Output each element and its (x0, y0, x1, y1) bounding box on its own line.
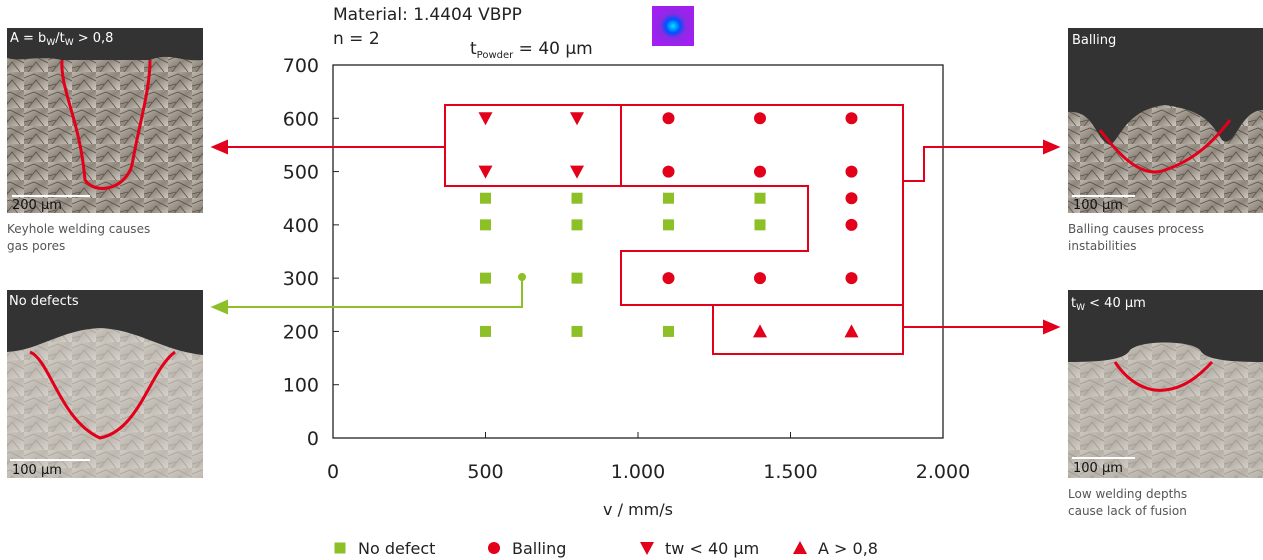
point (846, 166, 858, 178)
scale-label: 200 µm (12, 198, 62, 213)
y-tick-label: 100 (283, 375, 319, 397)
caption: Low welding depths (1068, 487, 1187, 501)
green-arrow (213, 274, 525, 313)
point (755, 193, 766, 204)
region (445, 105, 621, 186)
y-tick-label: 0 (307, 428, 319, 450)
y-tick-label: 700 (283, 55, 319, 77)
point (570, 112, 584, 125)
image-label: > 0,8 (74, 31, 114, 46)
x-tick-label: 2.000 (916, 461, 970, 483)
point (663, 193, 674, 204)
legend-label: A > 0,8 (818, 539, 878, 558)
image-label: A = bW/tW > 0,8 (10, 31, 113, 48)
point (663, 112, 675, 124)
micrograph: Balling 100 µm Balling causes process in… (1068, 28, 1263, 253)
image-label: /t (55, 31, 64, 46)
image-label: W (1076, 303, 1085, 313)
x-tick-label: 1.500 (763, 461, 817, 483)
legend-label: tw < 40 µm (665, 539, 759, 558)
caption: cause lack of fusion (1068, 504, 1187, 518)
arrow-head (213, 301, 227, 313)
arrow-head (1044, 141, 1058, 153)
y-tick-label: 500 (283, 162, 319, 184)
annotation: n = 2 (333, 29, 380, 49)
point (754, 112, 766, 124)
annotation: tPowder = 40 µm (470, 39, 593, 61)
point (754, 272, 766, 284)
caption: instabilities (1068, 239, 1137, 253)
image-label: A = b (10, 31, 46, 46)
regions (213, 105, 1058, 354)
icon (652, 6, 694, 46)
point (846, 219, 858, 231)
scale-label: 100 µm (12, 463, 62, 478)
point (572, 273, 583, 284)
chart: Material: 1.4404 VBPP n = 2 tPowder = 40… (0, 0, 1263, 560)
annotation: Material: 1.4404 VBPP (333, 5, 522, 25)
region (713, 305, 903, 354)
x-tick-label: 500 (467, 461, 503, 483)
image-label: No defects (9, 294, 79, 309)
y-tick-label: 200 (283, 321, 319, 343)
point (572, 326, 583, 337)
point (663, 166, 675, 178)
legend-label: No defect (358, 539, 435, 558)
point (755, 219, 766, 230)
point (663, 219, 674, 230)
y-tick-label: 600 (283, 108, 319, 130)
point (479, 166, 493, 179)
arrow (903, 147, 1048, 181)
point (480, 193, 491, 204)
point (572, 219, 583, 230)
point (753, 324, 767, 337)
point (846, 192, 858, 204)
y-tick-label: 300 (283, 268, 319, 290)
point (480, 273, 491, 284)
point (754, 166, 766, 178)
point (572, 193, 583, 204)
caption: Balling causes process (1068, 222, 1204, 236)
legend-swatch (793, 541, 807, 554)
point (846, 112, 858, 124)
legend-swatch (335, 543, 346, 554)
legend-label: Balling (512, 539, 566, 558)
micrograph: A = bW/tW > 0,8 200 µm Keyhole welding c… (7, 28, 203, 253)
y-tick-label: 400 (283, 215, 319, 237)
legend-swatch (488, 542, 500, 554)
x-axis-label: v / mm/s (603, 500, 673, 519)
micrograph: No defects 100 µm (7, 290, 203, 478)
point (663, 326, 674, 337)
arrow-dot (519, 274, 525, 280)
point (480, 219, 491, 230)
point (846, 272, 858, 284)
image-label: Balling (1072, 33, 1116, 48)
annotation: Powder (477, 50, 514, 61)
point (663, 272, 675, 284)
arrow (222, 277, 522, 307)
point (479, 112, 493, 125)
legend-swatch (640, 542, 654, 555)
image-label: W (65, 38, 74, 48)
x-tick-label: 1.000 (611, 461, 665, 483)
scale-label: 100 µm (1073, 198, 1123, 213)
micrograph: tW < 40 µm 100 µm Low welding depths cau… (1068, 290, 1263, 518)
arrow-head (1044, 321, 1058, 333)
arrow-head (213, 141, 227, 153)
point (480, 326, 491, 337)
point (845, 324, 859, 337)
page: Material: 1.4404 VBPP n = 2 tPowder = 40… (0, 0, 1263, 560)
image-label: < 40 µm (1085, 296, 1146, 311)
annotation: = 40 µm (513, 39, 592, 59)
point (570, 166, 584, 179)
x-tick-label: 0 (327, 461, 339, 483)
caption: gas pores (7, 239, 65, 253)
scale-label: 100 µm (1073, 461, 1123, 476)
image-label: W (46, 38, 55, 48)
caption: Keyhole welding causes (7, 222, 150, 236)
